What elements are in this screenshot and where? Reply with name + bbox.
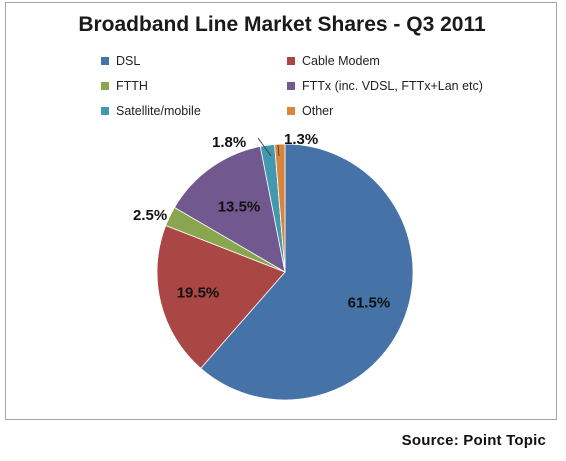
legend-item: Other <box>287 103 333 119</box>
slice-label: 61.5% <box>348 294 391 311</box>
pie-slice <box>274 143 286 273</box>
slice-label: 1.8% <box>212 134 246 151</box>
slice-label: 1.3% <box>284 131 318 148</box>
legend-label: DSL <box>116 54 141 68</box>
legend-swatch <box>287 57 295 65</box>
legend-swatch <box>287 107 295 115</box>
legend-item: Cable Modem <box>287 53 380 69</box>
slice-label: 2.5% <box>133 207 167 224</box>
slice-label: 13.5% <box>218 198 261 215</box>
legend-label: FTTH <box>116 79 148 93</box>
legend-item: DSL <box>101 53 140 69</box>
legend-item: FTTx (inc. VDSL, FTTx+Lan etc) <box>287 78 483 94</box>
pie-chart: 61.5% 19.5% 2.5% 13.5% 1.8% 1.3% <box>133 131 414 401</box>
legend-label: Other <box>302 104 334 118</box>
slice-label: 19.5% <box>177 284 220 301</box>
leader-line <box>277 144 280 157</box>
legend-swatch <box>101 57 109 65</box>
legend-item: Satellite/mobile <box>101 103 201 119</box>
legend-label: Satellite/mobile <box>116 104 201 118</box>
chart-title: Broadband Line Market Shares - Q3 2011 <box>78 13 486 36</box>
legend-swatch <box>287 82 295 90</box>
leader-line <box>257 137 272 157</box>
pie-slice <box>173 145 286 273</box>
legend-label: Cable Modem <box>302 54 380 68</box>
pie-slice <box>200 143 414 401</box>
legend-item: FTTH <box>101 78 148 94</box>
source-note: Source: Point Topic <box>401 432 546 449</box>
legend-swatch <box>101 107 109 115</box>
legend-label: FTTx (inc. VDSL, FTTx+Lan etc) <box>302 79 483 93</box>
legend-swatch <box>101 82 109 90</box>
chart-area: Broadband Line Market Shares - Q3 2011 D… <box>5 2 557 420</box>
pie-slice <box>156 224 286 369</box>
